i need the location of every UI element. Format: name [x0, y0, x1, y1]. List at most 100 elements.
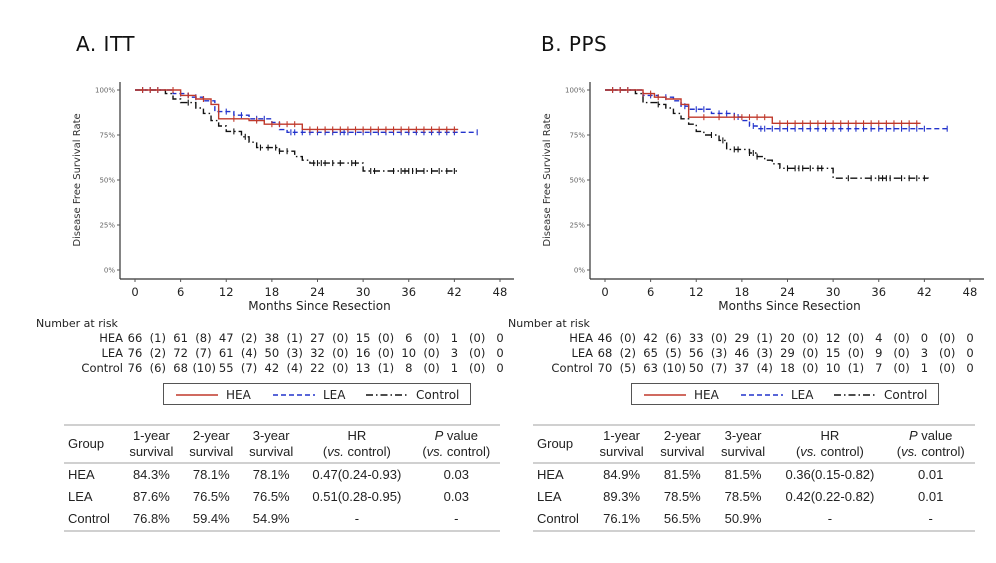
- x-tick-label: 36: [871, 285, 886, 299]
- table-cell: 76.1%: [591, 508, 652, 532]
- table-header-cell: 3-year survival: [712, 425, 774, 464]
- legend-swatch-hea: [176, 394, 218, 396]
- x-tick-label: 18: [265, 285, 280, 299]
- table-header-row: Group 1-year survival 2-year survival 3-year s…: [533, 425, 975, 464]
- risk-cell: (2): [619, 346, 636, 360]
- risk-cell: (8): [195, 331, 212, 345]
- risk-cell: (2): [149, 346, 166, 360]
- risk-row-label: HEA: [99, 331, 123, 345]
- risk-cell: 9: [875, 346, 883, 360]
- risk-cell: (0): [469, 361, 486, 375]
- risk-cell: 22: [310, 361, 325, 375]
- table-cell: Control: [533, 508, 592, 532]
- x-tick-label: 12: [219, 285, 234, 299]
- risk-cell: 10: [401, 346, 417, 360]
- summary-table-a: Group 1-year survival 2-year survival 3-year s…: [64, 424, 500, 532]
- table-cell: 0.01: [918, 489, 944, 504]
- risk-cell: 27: [310, 331, 325, 345]
- risk-cell: 33: [688, 331, 704, 345]
- table-header-cell: 3-year survival: [241, 425, 302, 464]
- table-header-cell: 2-year survival: [181, 425, 242, 464]
- x-tick-label: 18: [735, 285, 750, 299]
- table-header-row: Group 1-year survival 2-year survival 3-year s…: [64, 425, 500, 464]
- y-tick-label: 75%: [569, 132, 585, 140]
- table-header-cell: Group: [64, 425, 122, 464]
- series-control-curve: [605, 89, 929, 179]
- y-tick-label: 0%: [574, 267, 585, 275]
- risk-cell: (1): [149, 331, 166, 345]
- legend-label: LEA: [323, 388, 346, 402]
- risk-cell: 3: [920, 346, 929, 360]
- y-axis-label: Disease Free Survival Rate: [542, 113, 553, 246]
- risk-cell: 68: [597, 346, 613, 360]
- y-tick-label: 50%: [99, 177, 115, 185]
- x-tick-label: 6: [647, 285, 654, 299]
- table-row: HEA 84.9% 81.5% 81.5% 0.36(0.15-0.82) 0.01: [533, 463, 975, 486]
- legend-label: HEA: [694, 388, 719, 402]
- risk-cell: 32: [310, 346, 325, 360]
- legend-swatch-control: [366, 394, 408, 396]
- legend-swatch-lea: [273, 394, 315, 396]
- risk-cell: 29: [780, 346, 795, 360]
- table-cell: -: [301, 508, 413, 532]
- panel-a-title: A. ITT: [76, 32, 136, 56]
- risk-cell: 56: [688, 346, 704, 360]
- risk-cell: 3: [450, 346, 459, 360]
- table-cell: 0.01: [918, 467, 944, 482]
- risk-cell: 0: [496, 346, 504, 360]
- x-tick-label: 0: [131, 285, 138, 299]
- risk-cell: 15: [825, 346, 841, 360]
- risk-cell: 61: [173, 331, 188, 345]
- risk-cell: 63: [643, 361, 658, 375]
- risk-cell: (10): [662, 361, 687, 375]
- risk-cell: (10): [192, 361, 217, 375]
- panel-b-title: B. PPS: [541, 32, 608, 56]
- risk-cell: (6): [665, 331, 682, 345]
- risk-cell: 0: [966, 346, 974, 360]
- table-cell: 78.5%: [724, 489, 762, 504]
- risk-cell: (7): [240, 361, 258, 375]
- table-cell: 84.9%: [603, 467, 641, 482]
- risk-cell: 7: [875, 361, 883, 375]
- table-cell: 84.3%: [132, 467, 170, 482]
- risk-cell: (0): [847, 331, 865, 345]
- table-cell: 76.5%: [192, 489, 230, 504]
- risk-cell: (0): [893, 331, 910, 345]
- table-cell: 0.03: [443, 489, 469, 504]
- x-tick-label: 12: [689, 285, 704, 299]
- table-cell: -: [412, 508, 500, 532]
- risk-cell: (0): [893, 346, 910, 360]
- risk-row-label: HEA: [569, 331, 593, 345]
- risk-cell: 42: [643, 331, 658, 345]
- legend-item-lea: LEA: [271, 388, 345, 402]
- table-cell: 87.6%: [132, 489, 170, 504]
- legend-label: HEA: [226, 388, 251, 402]
- risk-cell: (0): [332, 361, 349, 375]
- risk-cell: 0: [496, 331, 504, 345]
- x-tick-label: 30: [826, 285, 841, 299]
- table-cell: 76.5%: [252, 489, 290, 504]
- risk-cell: (0): [802, 361, 819, 375]
- risk-cell: (1): [377, 361, 395, 375]
- y-tick-label: 25%: [569, 222, 585, 230]
- risk-cell: 66: [127, 331, 143, 345]
- table-header-cell: 2-year survival: [651, 425, 713, 464]
- table-cell: 76.8%: [121, 508, 182, 532]
- risk-cell: 12: [825, 331, 841, 345]
- y-tick-label: 50%: [569, 177, 585, 185]
- risk-cell: 46: [734, 346, 750, 360]
- table-cell: LEA: [537, 489, 562, 504]
- risk-cell: (0): [939, 361, 956, 375]
- table-cell: LEA: [68, 489, 93, 504]
- risk-cell: (2): [240, 331, 258, 345]
- risk-cell: 46: [597, 331, 613, 345]
- risk-cell: 0: [966, 361, 974, 375]
- risk-cell: 8: [405, 361, 413, 375]
- risk-cell: (3): [756, 346, 773, 360]
- risk-row-label: LEA: [571, 346, 593, 360]
- risk-cell: 1: [450, 331, 459, 345]
- risk-cell: 15: [355, 331, 371, 345]
- risk-cell: (0): [332, 346, 349, 360]
- risk-cell: (0): [893, 361, 910, 375]
